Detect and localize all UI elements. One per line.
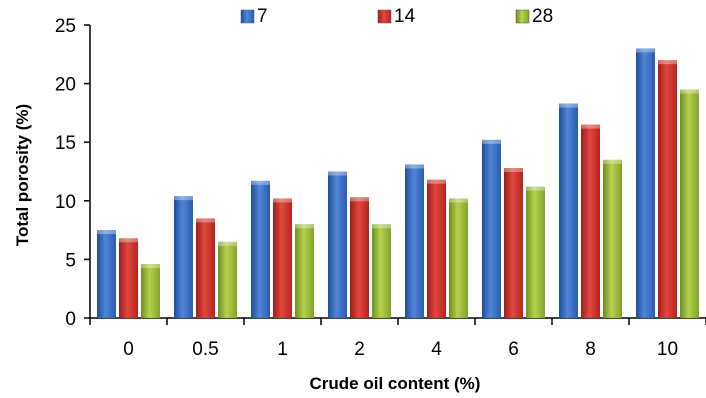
bar-cap bbox=[482, 139, 501, 144]
bar-series-14 bbox=[273, 198, 292, 318]
y-axis-title: Total porosity (%) bbox=[13, 104, 32, 246]
bar-cap bbox=[449, 198, 468, 203]
bar-series-7 bbox=[405, 164, 424, 318]
y-tick-label: 0 bbox=[65, 309, 76, 330]
bar-cap bbox=[218, 241, 237, 246]
bar-series-7 bbox=[636, 48, 655, 318]
bar-series-28 bbox=[372, 224, 391, 318]
bar-cap bbox=[526, 186, 545, 191]
bars bbox=[97, 48, 699, 319]
bar-series-14 bbox=[504, 167, 523, 318]
bar-series-14 bbox=[119, 238, 138, 318]
bar-series-28 bbox=[218, 241, 237, 318]
bar-cap bbox=[559, 103, 578, 108]
bar-series-28 bbox=[526, 186, 545, 318]
legend-swatch-14 bbox=[377, 9, 392, 24]
y-tick-label: 25 bbox=[55, 16, 76, 37]
bar-series-14 bbox=[581, 124, 600, 319]
bar-cap bbox=[405, 164, 424, 169]
bar-cap bbox=[504, 167, 523, 172]
legend-label-28: 28 bbox=[532, 6, 553, 27]
bar-series-28 bbox=[603, 159, 622, 318]
bar-series-14 bbox=[350, 197, 369, 318]
bar-cap bbox=[581, 124, 600, 129]
bar-series-14 bbox=[427, 179, 446, 318]
legend-label-14: 14 bbox=[394, 6, 416, 27]
bar-series-28 bbox=[141, 264, 160, 318]
bar-series-7 bbox=[251, 180, 270, 318]
bar-series-28 bbox=[680, 89, 699, 319]
x-axis: 0 0.5 1 2 4 6 8 10 bbox=[89, 317, 706, 360]
bar-series-14 bbox=[196, 218, 215, 318]
bar-cap bbox=[680, 89, 699, 94]
x-tick-label: 10 bbox=[657, 339, 678, 360]
x-tick-label: 2 bbox=[354, 339, 365, 360]
bar-cap bbox=[174, 196, 193, 201]
legend-swatch-28 bbox=[515, 9, 530, 24]
bar-cap bbox=[328, 171, 347, 176]
legend-label-7: 7 bbox=[257, 6, 268, 27]
y-tick-label: 5 bbox=[65, 250, 76, 271]
bar-series-7 bbox=[328, 171, 347, 318]
bar-series-28 bbox=[449, 198, 468, 318]
bar-cap bbox=[427, 179, 446, 184]
bar-cap bbox=[603, 159, 622, 164]
x-tick-label: 0 bbox=[123, 339, 134, 360]
bar-cap bbox=[350, 197, 369, 202]
bar-series-7 bbox=[174, 196, 193, 318]
y-axis: 0 5 10 15 20 25 bbox=[55, 16, 91, 330]
y-tick-label: 15 bbox=[55, 133, 76, 154]
bar-cap bbox=[658, 60, 677, 65]
bar-cap bbox=[372, 224, 391, 229]
bar-series-14 bbox=[658, 60, 677, 318]
y-tick-label: 10 bbox=[55, 192, 76, 213]
bar-cap bbox=[251, 180, 270, 185]
y-tick-label: 20 bbox=[55, 75, 76, 96]
x-tick-label: 4 bbox=[431, 339, 442, 360]
x-tick-label: 8 bbox=[585, 339, 596, 360]
x-axis-title: Crude oil content (%) bbox=[310, 374, 481, 393]
x-tick-label: 1 bbox=[277, 339, 288, 360]
x-tick-label: 0.5 bbox=[192, 339, 218, 360]
bar-cap bbox=[119, 238, 138, 243]
bar-series-7 bbox=[97, 230, 116, 318]
bar-cap bbox=[273, 198, 292, 203]
bar-cap bbox=[141, 264, 160, 269]
bar-series-28 bbox=[295, 224, 314, 318]
bar-cap bbox=[196, 218, 215, 223]
bar-cap bbox=[295, 224, 314, 229]
x-tick-label: 6 bbox=[508, 339, 519, 360]
legend: 7 14 28 bbox=[240, 6, 553, 27]
bar-cap bbox=[97, 230, 116, 235]
bar-series-7 bbox=[559, 103, 578, 318]
bar-series-7 bbox=[482, 139, 501, 318]
legend-swatch-7 bbox=[240, 9, 255, 24]
bar-cap bbox=[636, 48, 655, 53]
